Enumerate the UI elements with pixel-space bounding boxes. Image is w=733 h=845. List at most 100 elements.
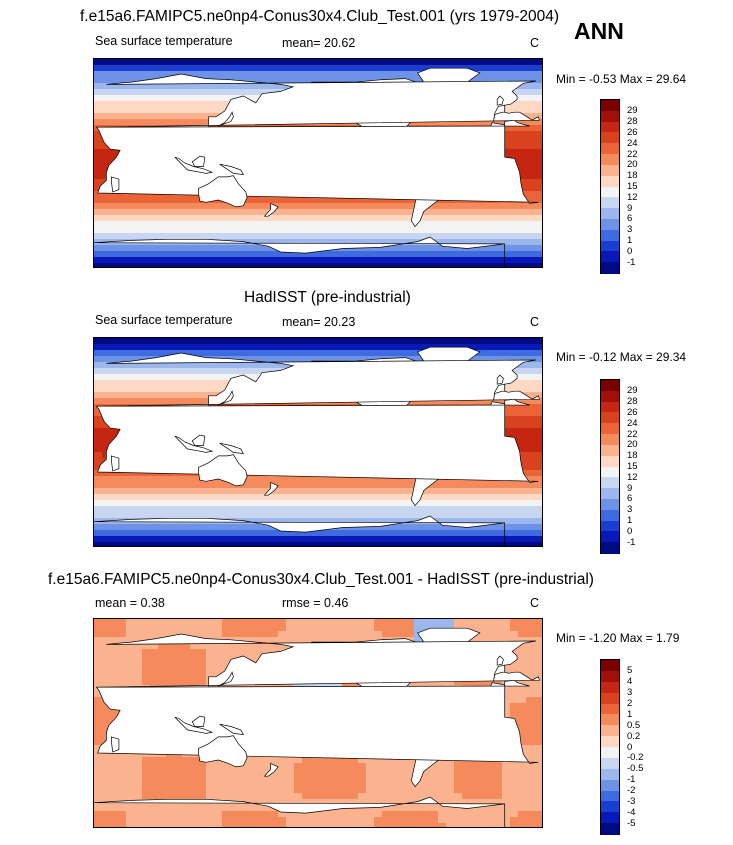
field-cell <box>406 512 415 519</box>
field-cell <box>334 239 343 246</box>
field-cell <box>150 488 159 495</box>
field-cell <box>462 542 471 549</box>
field-cell <box>318 71 327 78</box>
field-cell <box>110 221 119 228</box>
field-cell <box>414 536 423 543</box>
field-cell <box>302 209 311 216</box>
field-cell <box>374 257 383 264</box>
panel3-map <box>93 618 543 830</box>
field-cell <box>262 203 271 210</box>
field-cell <box>494 679 503 686</box>
field-cell <box>182 667 191 674</box>
field-cell <box>158 362 167 369</box>
field-cell <box>398 530 407 537</box>
field-cell <box>166 506 175 513</box>
field-cell <box>134 494 143 501</box>
field-cell <box>182 392 191 399</box>
field-cell <box>134 374 143 381</box>
field-cell <box>478 59 487 66</box>
field-cell <box>470 203 479 210</box>
field-cell <box>198 113 207 120</box>
field-cell <box>246 227 255 234</box>
field-cell <box>382 221 391 228</box>
field-cell <box>326 59 335 66</box>
field-cell <box>358 631 367 638</box>
field-cell <box>94 119 103 126</box>
landmass-indonesia <box>174 156 214 174</box>
landmass-africaE <box>95 119 539 204</box>
field-cell <box>430 500 439 507</box>
field-cell <box>230 344 239 351</box>
field-cell <box>358 344 367 351</box>
field-cell <box>222 344 231 351</box>
field-cell <box>318 530 327 537</box>
field-cell <box>126 71 135 78</box>
field-cell <box>478 65 487 72</box>
field-cell <box>118 95 127 102</box>
field-cell <box>510 637 519 644</box>
field-cell <box>318 344 327 351</box>
field-cell <box>142 655 151 662</box>
field-cell <box>198 512 207 519</box>
field-cell <box>502 245 511 252</box>
field-cell <box>206 251 215 258</box>
field-cell <box>94 488 103 495</box>
field-cell <box>310 500 319 507</box>
field-cell <box>534 404 543 411</box>
field-cell <box>94 434 103 441</box>
field-cell <box>438 245 447 252</box>
field-cell <box>326 215 335 222</box>
field-cell <box>374 350 383 357</box>
field-cell <box>246 263 255 270</box>
field-cell <box>526 446 535 453</box>
field-cell <box>390 245 399 252</box>
field-cell <box>486 631 495 638</box>
field-cell <box>374 524 383 531</box>
landmass-madagascar <box>111 176 120 193</box>
field-cell <box>414 65 423 72</box>
field-cell <box>438 482 447 489</box>
field-cell <box>94 227 103 234</box>
field-cell <box>422 512 431 519</box>
field-cell <box>102 113 111 120</box>
field-cell <box>470 257 479 264</box>
field-cell <box>502 227 511 234</box>
field-cell <box>446 251 455 258</box>
field-cell <box>142 197 151 204</box>
field-cell <box>222 83 231 90</box>
field-cell <box>206 619 215 626</box>
field-cell <box>486 77 495 84</box>
field-cell <box>246 221 255 228</box>
field-cell <box>526 422 535 429</box>
field-cell <box>478 71 487 78</box>
field-cell <box>334 356 343 363</box>
field-cell <box>182 113 191 120</box>
field-cell <box>318 215 327 222</box>
field-cell <box>198 500 207 507</box>
field-cell <box>518 691 527 698</box>
field-cell <box>526 83 535 90</box>
field-cell <box>374 542 383 549</box>
field-cell <box>230 257 239 264</box>
field-cell <box>334 257 343 264</box>
field-cell <box>350 209 359 216</box>
field-cell <box>534 709 543 716</box>
field-cell <box>150 649 159 656</box>
field-cell <box>454 221 463 228</box>
field-cell <box>494 233 503 240</box>
field-cell <box>102 446 111 453</box>
field-cell <box>206 71 215 78</box>
field-cell <box>518 263 527 270</box>
field-cell <box>182 631 191 638</box>
field-cell <box>190 631 199 638</box>
field-cell <box>142 221 151 228</box>
field-cell <box>358 512 367 519</box>
field-cell <box>118 350 127 357</box>
field-cell <box>294 488 303 495</box>
field-cell <box>334 59 343 66</box>
field-cell <box>190 71 199 78</box>
field-cell <box>494 65 503 72</box>
field-cell <box>94 179 103 186</box>
field-cell <box>470 679 479 686</box>
field-cell <box>262 368 271 375</box>
